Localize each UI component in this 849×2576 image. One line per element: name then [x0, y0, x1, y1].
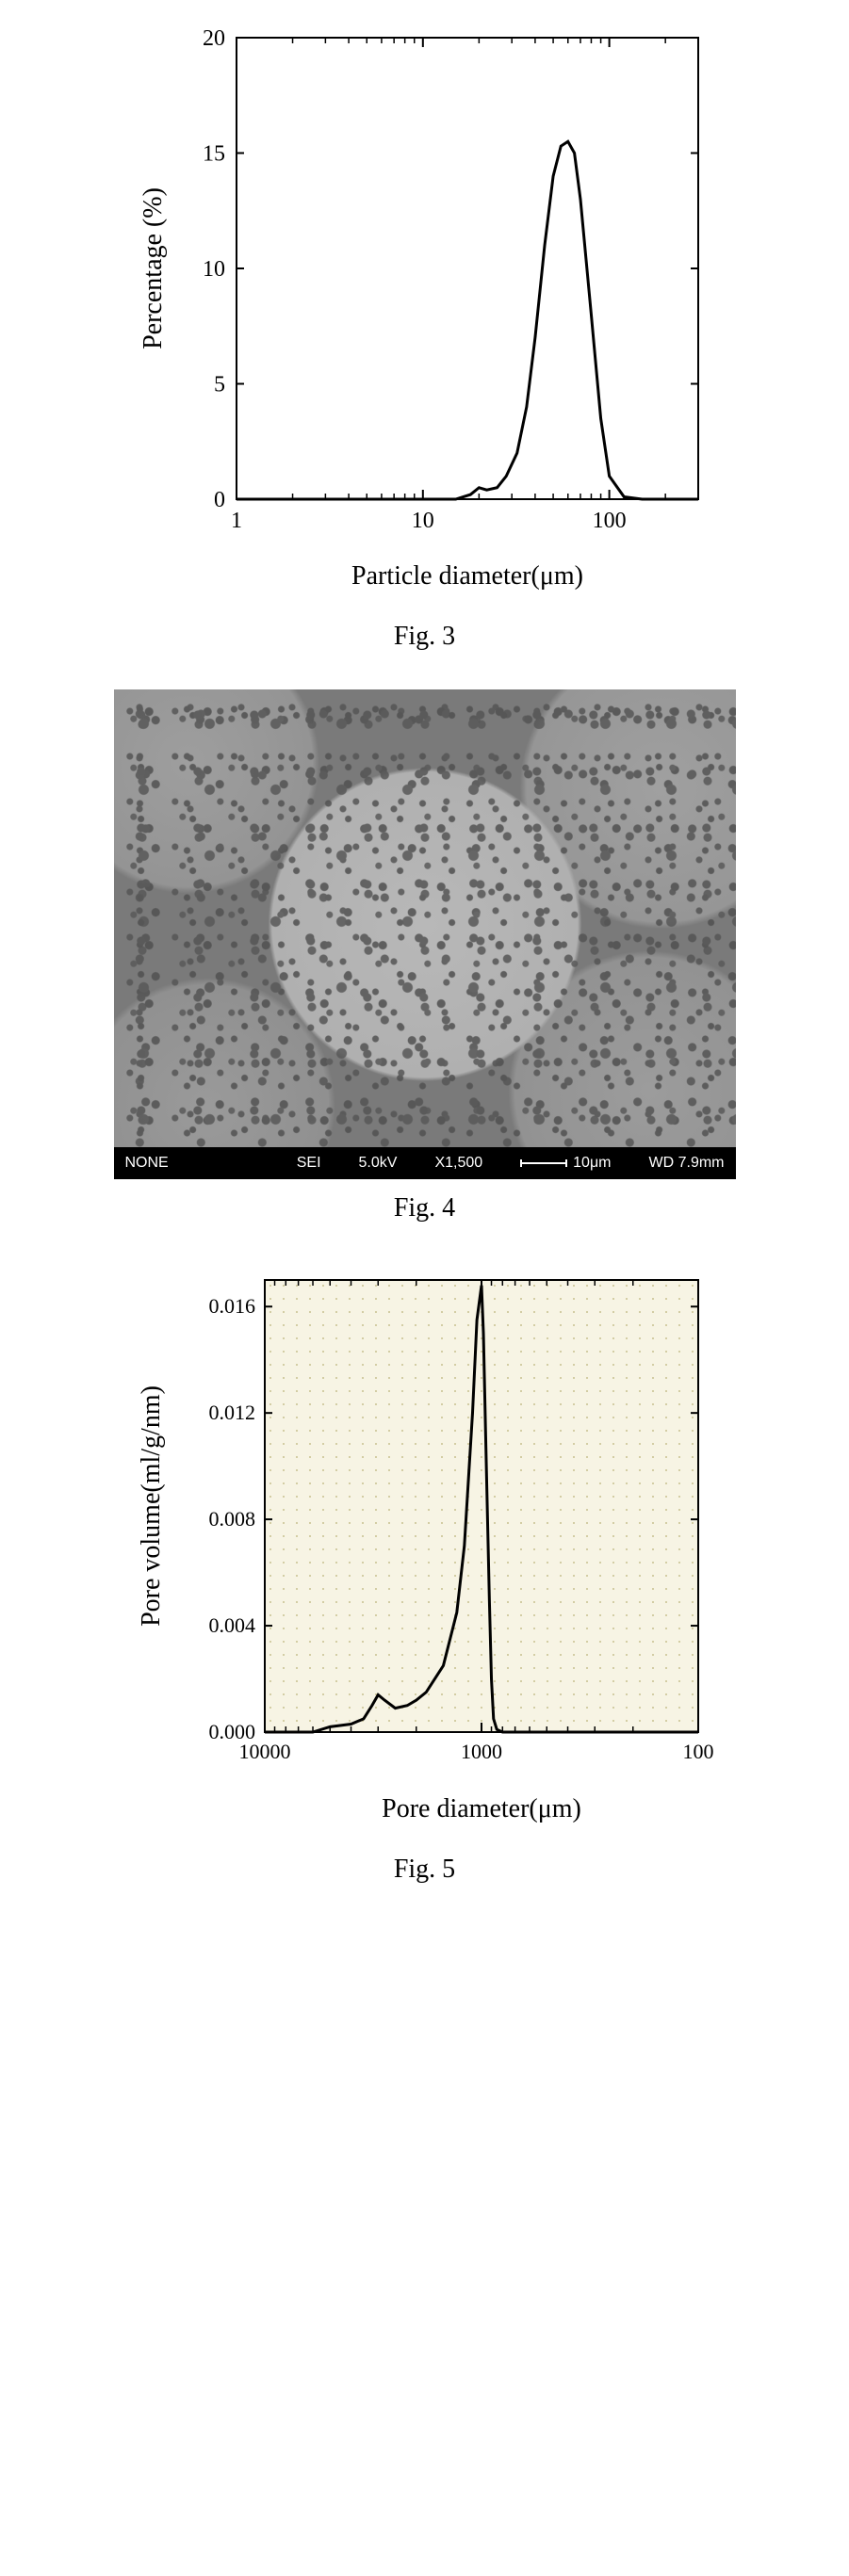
svg-text:0.012: 0.012 — [208, 1401, 255, 1424]
sem-magnification: X1,500 — [434, 1155, 482, 1172]
svg-text:Pore volume(ml/g/nm): Pore volume(ml/g/nm) — [137, 1385, 166, 1627]
svg-text:10000: 10000 — [238, 1740, 290, 1763]
svg-text:100: 100 — [682, 1740, 713, 1763]
fig3-chart: 0 5 10 15 20 1 10 100 Particle diameter(μm) Perce… — [123, 19, 727, 603]
svg-text:15: 15 — [203, 142, 225, 167]
sem-scale-text: 10μm — [573, 1155, 611, 1172]
sem-micrograph: NONE SEI 5.0kV X1,500 10μm WD 7.9mm — [114, 689, 736, 1179]
svg-text:Pore diameter(μm): Pore diameter(μm) — [382, 1794, 581, 1823]
sem-label-left: NONE — [125, 1155, 169, 1172]
fig5-svg: 0.0000.0040.0080.0120.016100001000100Por… — [123, 1261, 727, 1836]
svg-text:10: 10 — [203, 257, 225, 282]
svg-text:0.016: 0.016 — [208, 1294, 255, 1318]
svg-text:5: 5 — [214, 373, 225, 397]
svg-text:Particle diameter(μm): Particle diameter(μm) — [351, 561, 583, 591]
fig4-caption: Fig. 4 — [19, 1193, 830, 1223]
fig3-caption: Fig. 3 — [19, 622, 830, 652]
svg-text:100: 100 — [592, 509, 626, 533]
sem-pore-texture — [114, 689, 736, 1179]
svg-text:1000: 1000 — [461, 1740, 502, 1763]
sem-detector: SEI — [297, 1155, 321, 1172]
svg-text:10: 10 — [411, 509, 433, 533]
svg-text:0: 0 — [214, 488, 225, 512]
svg-text:0.004: 0.004 — [208, 1613, 255, 1637]
fig3-svg: 0 5 10 15 20 1 10 100 Particle diameter(μm) Perce… — [123, 19, 727, 603]
sem-scale-bar — [520, 1162, 567, 1164]
sem-wd: WD 7.9mm — [649, 1155, 725, 1172]
figure-5: 0.0000.0040.0080.0120.016100001000100Por… — [19, 1261, 830, 1885]
sem-info-bar: NONE SEI 5.0kV X1,500 10μm WD 7.9mm — [114, 1147, 736, 1179]
svg-text:Percentage (%): Percentage (%) — [139, 187, 168, 349]
svg-text:20: 20 — [203, 26, 225, 51]
sem-voltage: 5.0kV — [359, 1155, 398, 1172]
fig5-caption: Fig. 5 — [19, 1855, 830, 1885]
figure-4: NONE SEI 5.0kV X1,500 10μm WD 7.9mm Fig.… — [19, 689, 830, 1223]
svg-text:1: 1 — [231, 509, 242, 533]
figure-3: 0 5 10 15 20 1 10 100 Particle diameter(μm) Perce… — [19, 19, 830, 652]
fig5-chart: 0.0000.0040.0080.0120.016100001000100Por… — [123, 1261, 727, 1836]
svg-text:0.008: 0.008 — [208, 1507, 255, 1531]
sem-scale: 10μm — [520, 1155, 611, 1172]
